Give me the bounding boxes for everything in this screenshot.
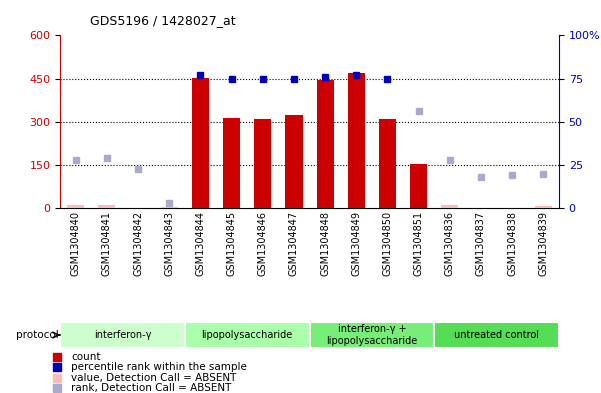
Bar xyxy=(317,80,334,208)
Text: protocol: protocol xyxy=(16,330,58,340)
Text: GDS5196 / 1428027_at: GDS5196 / 1428027_at xyxy=(90,15,236,28)
Bar xyxy=(348,73,365,208)
Bar xyxy=(160,207,178,208)
Bar xyxy=(535,206,552,208)
Bar xyxy=(434,322,559,348)
Text: value, Detection Call = ABSENT: value, Detection Call = ABSENT xyxy=(71,373,236,382)
Bar xyxy=(254,119,271,208)
Text: percentile rank within the sample: percentile rank within the sample xyxy=(71,362,247,372)
Text: interferon-γ: interferon-γ xyxy=(94,330,151,340)
Bar xyxy=(310,322,435,348)
Bar xyxy=(60,322,185,348)
Bar xyxy=(192,78,209,208)
Text: lipopolysaccharide: lipopolysaccharide xyxy=(201,330,293,340)
Text: count: count xyxy=(71,352,100,362)
Text: untreated control: untreated control xyxy=(454,330,539,340)
Bar xyxy=(185,322,310,348)
Bar xyxy=(379,119,396,208)
Bar xyxy=(285,115,302,208)
Bar xyxy=(223,118,240,208)
Bar xyxy=(441,206,459,208)
Bar xyxy=(67,206,84,208)
Bar xyxy=(99,206,115,208)
Text: rank, Detection Call = ABSENT: rank, Detection Call = ABSENT xyxy=(71,383,231,393)
Text: interferon-γ +
lipopolysaccharide: interferon-γ + lipopolysaccharide xyxy=(326,324,418,346)
Bar xyxy=(410,163,427,208)
